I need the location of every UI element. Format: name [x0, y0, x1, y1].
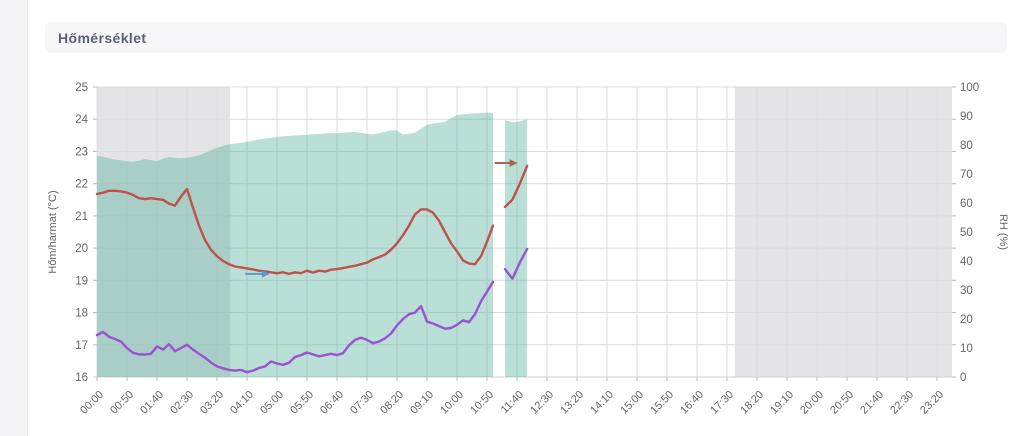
svg-text:22: 22 — [75, 179, 88, 191]
svg-text:60: 60 — [960, 198, 973, 210]
svg-text:19:10: 19:10 — [768, 389, 796, 417]
svg-text:25: 25 — [75, 82, 88, 94]
svg-text:18: 18 — [75, 308, 88, 320]
svg-text:00:50: 00:50 — [108, 389, 136, 417]
svg-text:10:50: 10:50 — [468, 389, 496, 417]
svg-text:20:50: 20:50 — [828, 389, 856, 417]
svg-text:22:30: 22:30 — [888, 389, 916, 417]
x-axis-labels: 00:00 00:50 01:40 02:30 03:20 04:10 05:00 05:50… — [78, 389, 946, 417]
page-left-gutter — [0, 0, 28, 436]
svg-text:09:10: 09:10 — [408, 389, 436, 417]
svg-text:RH (%): RH (%) — [997, 214, 1009, 250]
left-axis-labels: 16 17 18 19 20 21 22 23 24 25 — [75, 82, 88, 384]
night-bands — [97, 87, 952, 377]
svg-text:16: 16 — [75, 372, 88, 384]
svg-text:15:00: 15:00 — [618, 389, 646, 417]
svg-text:06:40: 06:40 — [318, 389, 346, 417]
svg-text:100: 100 — [960, 82, 979, 94]
svg-text:20: 20 — [75, 243, 88, 255]
svg-text:50: 50 — [960, 227, 973, 239]
right-axis-title: RH (%) — [997, 214, 1009, 250]
svg-text:02:30: 02:30 — [168, 389, 196, 417]
night-band — [97, 87, 231, 377]
blue-right-arrow — [245, 270, 270, 278]
svg-text:30: 30 — [960, 285, 973, 297]
svg-text:04:10: 04:10 — [228, 389, 256, 417]
svg-text:10:00: 10:00 — [438, 389, 466, 417]
svg-text:70: 70 — [960, 169, 973, 181]
dew-point-series — [95, 247, 529, 374]
left-axis-title: Hőm/harmat (°C) — [47, 190, 59, 273]
rh-area-series — [97, 112, 528, 377]
temperature-series — [95, 164, 529, 276]
svg-text:12:30: 12:30 — [528, 389, 556, 417]
svg-text:23: 23 — [75, 146, 88, 158]
svg-text:05:00: 05:00 — [258, 389, 286, 417]
night-band — [734, 87, 952, 377]
right-axis-labels: 0 10 20 30 40 50 60 70 80 90 100 — [960, 82, 979, 384]
gridlines — [93, 86, 956, 381]
svg-text:Hőm/harmat (°C): Hőm/harmat (°C) — [47, 190, 59, 273]
svg-text:03:20: 03:20 — [198, 389, 226, 417]
svg-text:20:00: 20:00 — [798, 389, 826, 417]
svg-text:21:40: 21:40 — [858, 389, 886, 417]
svg-text:20: 20 — [960, 314, 973, 326]
svg-text:05:50: 05:50 — [288, 389, 316, 417]
svg-text:14:10: 14:10 — [588, 389, 616, 417]
brown-right-arrow — [494, 159, 518, 167]
svg-text:13:20: 13:20 — [558, 389, 586, 417]
svg-text:15:50: 15:50 — [648, 389, 676, 417]
svg-text:08:20: 08:20 — [378, 389, 406, 417]
svg-text:10: 10 — [960, 343, 973, 355]
svg-text:18:20: 18:20 — [738, 389, 766, 417]
svg-text:23:20: 23:20 — [918, 389, 946, 417]
svg-text:90: 90 — [960, 111, 973, 123]
svg-text:17:30: 17:30 — [708, 389, 736, 417]
svg-text:80: 80 — [960, 140, 973, 152]
svg-text:01:40: 01:40 — [138, 389, 166, 417]
section-title: Hőmérséklet — [58, 29, 147, 46]
svg-text:16:40: 16:40 — [678, 389, 706, 417]
svg-text:19: 19 — [75, 275, 88, 287]
svg-text:07:30: 07:30 — [348, 389, 376, 417]
section-header: Hőmérséklet — [45, 22, 1007, 53]
svg-text:0: 0 — [960, 372, 966, 384]
svg-text:11:40: 11:40 — [499, 389, 526, 416]
svg-text:00:00: 00:00 — [78, 389, 106, 417]
svg-text:24: 24 — [75, 114, 88, 126]
svg-text:17: 17 — [75, 340, 88, 352]
svg-text:40: 40 — [960, 256, 973, 268]
svg-text:21: 21 — [75, 211, 88, 223]
